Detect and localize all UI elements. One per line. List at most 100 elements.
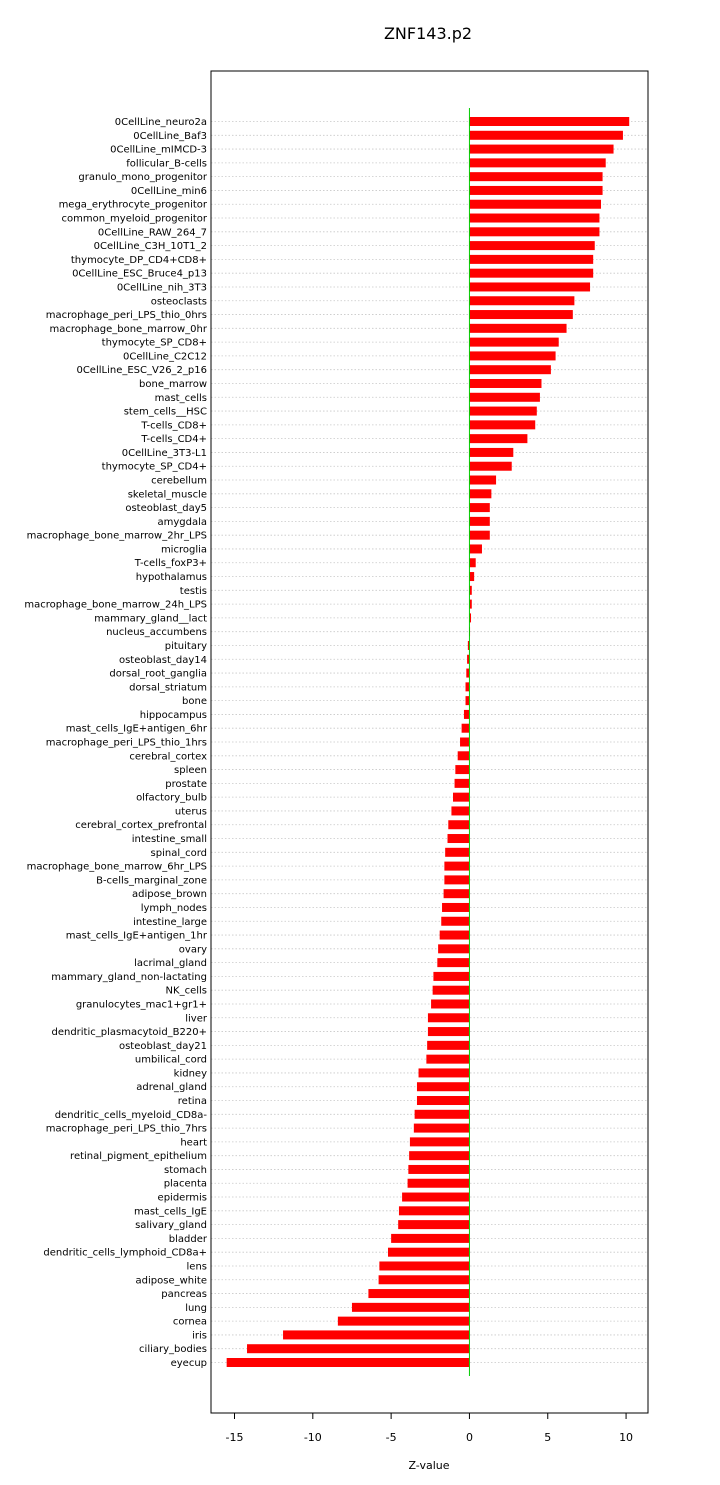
- category-label: granulo_mono_progenitor: [78, 172, 207, 183]
- bar: [439, 930, 470, 940]
- category-label: ciliary_bodies: [139, 1344, 207, 1355]
- x-axis: -15 -10 -5 0 5 10: [226, 1413, 633, 1444]
- chart-title: ZNF143.p2: [384, 24, 472, 43]
- category-label: follicular_B-cells: [126, 158, 207, 169]
- category-label: 0CellLine_ESC_V26_2_p16: [76, 365, 207, 376]
- category-label: dendritic_cells_lymphoid_CD8a+: [43, 1248, 207, 1259]
- bar: [469, 227, 600, 237]
- bar: [469, 365, 551, 375]
- x-tick-label: 5: [544, 1431, 551, 1444]
- bar: [469, 420, 536, 430]
- category-label: spleen: [174, 765, 207, 776]
- category-label: dendritic_plasmacytoid_B220+: [51, 1027, 207, 1038]
- bar: [448, 820, 470, 830]
- category-label: 0CellLine_ESC_Bruce4_p13: [72, 269, 207, 280]
- bar: [469, 117, 630, 126]
- bar: [469, 461, 512, 471]
- bar: [469, 392, 540, 402]
- bar: [387, 1247, 470, 1257]
- category-label: lens: [187, 1261, 207, 1272]
- bar: [444, 861, 470, 871]
- category-label: pituitary: [165, 641, 207, 652]
- bar: [467, 654, 470, 664]
- bar: [437, 958, 470, 968]
- bar: [469, 475, 497, 485]
- category-label: testis: [180, 586, 207, 597]
- bar: [465, 696, 470, 706]
- category-label: prostate: [165, 779, 207, 790]
- bar: [433, 971, 470, 981]
- category-label: uterus: [175, 806, 207, 817]
- category-label: mast_cells_IgE+antigen_6hr: [66, 724, 208, 735]
- bar: [447, 834, 470, 844]
- bar: [465, 682, 470, 692]
- category-label: heart: [180, 1137, 207, 1148]
- bar: [469, 558, 476, 568]
- bar: [469, 530, 490, 540]
- bar: [469, 172, 603, 182]
- bar: [455, 765, 470, 775]
- category-label: olfactory_bulb: [136, 793, 207, 804]
- category-label: macrophage_peri_LPS_thio_7hrs: [46, 1124, 207, 1135]
- bar: [378, 1275, 470, 1285]
- bar: [418, 1068, 470, 1078]
- category-label: kidney: [174, 1068, 207, 1079]
- category-label: mast_cells_IgE+antigen_1hr: [66, 931, 208, 942]
- bar: [469, 434, 528, 444]
- category-label: hypothalamus: [136, 572, 207, 583]
- bar: [427, 1040, 470, 1050]
- category-label: macrophage_bone_marrow_6hr_LPS: [27, 862, 207, 873]
- category-label: microglia: [161, 544, 207, 555]
- x-tick-label: -10: [304, 1431, 322, 1444]
- bar: [469, 310, 573, 320]
- bar: [398, 1206, 470, 1216]
- category-label: adipose_brown: [132, 889, 207, 900]
- bar: [469, 599, 472, 609]
- category-label: macrophage_bone_marrow_0hr: [50, 324, 208, 335]
- bar: [247, 1344, 470, 1354]
- category-label: cerebellum: [151, 476, 207, 487]
- bar: [469, 447, 514, 457]
- bar: [454, 778, 470, 788]
- bar: [463, 709, 470, 719]
- category-label: umbilical_cord: [135, 1055, 207, 1066]
- category-label: mast_cells_IgE: [134, 1206, 207, 1217]
- bar-layer: [226, 117, 630, 1367]
- category-label: spinal_cord: [151, 848, 207, 859]
- category-label: mega_erythrocyte_progenitor: [59, 200, 208, 211]
- bar: [407, 1178, 470, 1188]
- bar: [283, 1330, 470, 1340]
- bar: [466, 668, 470, 678]
- category-label: macrophage_bone_marrow_2hr_LPS: [27, 531, 207, 542]
- category-label: amygdala: [157, 517, 207, 528]
- category-labels: 0CellLine_neuro2a 0CellLine_Baf3 0CellLine…: [24, 117, 208, 1369]
- category-label: osteoblast_day5: [125, 503, 207, 514]
- bar: [351, 1302, 470, 1312]
- category-label: macrophage_peri_LPS_thio_0hrs: [46, 310, 207, 321]
- category-label: dorsal_root_ganglia: [109, 669, 207, 680]
- bar: [460, 737, 470, 747]
- category-label: lung: [185, 1303, 207, 1314]
- bar: [469, 337, 559, 347]
- category-label: cornea: [173, 1317, 207, 1328]
- bar: [469, 503, 490, 513]
- bar: [469, 613, 472, 623]
- category-label: B-cells_marginal_zone: [96, 875, 207, 886]
- category-label: ovary: [179, 944, 207, 955]
- category-label: osteoblast_day21: [119, 1041, 207, 1052]
- category-label: liver: [185, 1013, 208, 1024]
- category-label: nucleus_accumbens: [106, 627, 207, 638]
- bar: [457, 751, 470, 761]
- bar: [416, 1082, 470, 1092]
- category-label: bone: [182, 696, 207, 707]
- bar: [469, 323, 567, 333]
- category-label: thymocyte_SP_CD4+: [102, 462, 207, 473]
- category-label: mammary_gland_non-lactating: [51, 972, 207, 983]
- bar: [426, 1054, 470, 1064]
- category-label: intestine_small: [132, 834, 207, 845]
- bar: [469, 158, 606, 168]
- bar: [469, 351, 556, 361]
- category-label: thymocyte_SP_CD8+: [102, 338, 207, 349]
- bar: [432, 985, 470, 995]
- x-tick-label: 0: [466, 1431, 473, 1444]
